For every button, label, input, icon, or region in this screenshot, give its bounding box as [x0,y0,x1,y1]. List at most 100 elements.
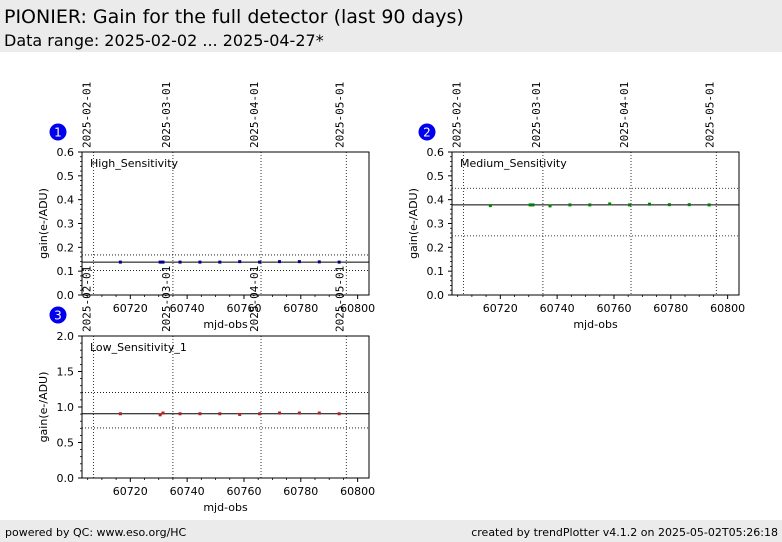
x-tick-label: 60720 [483,302,518,315]
report-footer: powered by QC: www.eso.org/HC created by… [0,520,782,542]
panel-number-badge [418,123,436,141]
y-tick-label: 0.5 [57,170,75,183]
data-point [528,203,532,207]
panel-number-badge [49,306,67,324]
x-tick-label: 60720 [113,302,148,315]
chart-panel-1: 1 2025-02-01 2025-03-01 2025-04-01 2025-05-0… [37,82,375,331]
y-axis-label: gain(e-/ADU) [37,372,50,443]
report-header: PIONIER: Gain for the full detector (las… [0,0,782,52]
y-axis-label: gain(e-/ADU) [37,188,50,259]
data-point [277,411,281,415]
y-tick-label: 0.0 [427,289,445,302]
y-tick-label: 0.0 [57,472,75,485]
data-point [158,260,162,264]
data-point [317,411,321,415]
data-point [297,260,301,264]
data-point [258,260,262,264]
y-tick-label: 0.0 [57,289,75,302]
y-axis-label: gain(e-/ADU) [407,188,420,259]
footer-created-by: created by trendPlotter v4.1.2 on 2025-0… [471,526,778,539]
date-marker-label: 2025-05-01 [333,82,346,148]
y-tick-label: 0.2 [427,241,445,254]
x-axis-label: mjd-obs [203,501,248,514]
y-tick-label: 1.0 [57,401,75,414]
y-tick-label: 0.2 [57,241,75,254]
data-point [158,413,162,417]
data-point [531,203,535,207]
y-tick-label: 0.1 [427,265,445,278]
x-tick-label: 60720 [113,485,148,498]
panel-number-text: 2 [423,126,431,140]
y-tick-label: 0.5 [427,170,445,183]
chart-panel-2: 2 2025-02-01 2025-03-01 2025-04-01 2025-05-0… [407,82,745,331]
data-point [238,412,242,416]
data-point [118,412,122,416]
data-point [588,203,592,207]
x-tick-label: 60780 [283,302,318,315]
x-axis-label: mjd-obs [573,318,618,331]
data-point [647,202,651,206]
panel-title: Low_Sensitivity_1 [90,341,187,354]
x-tick-label: 60740 [540,302,575,315]
data-point [548,204,552,208]
data-point [198,260,202,264]
y-tick-label: 0.4 [57,194,75,207]
data-point [161,260,165,264]
y-tick-label: 0.6 [427,146,445,159]
x-tick-label: 60780 [283,485,318,498]
date-marker-label: 2025-04-01 [248,266,261,332]
x-axis-label: mjd-obs [203,318,248,331]
data-point [258,412,262,416]
y-tick-label: 1.5 [57,366,75,379]
panel-title: Medium_Sensitivity [460,157,567,170]
plot-frame [81,335,370,479]
x-tick-label: 60780 [653,302,688,315]
plot-frame [81,151,370,296]
data-point [218,260,222,264]
data-point [337,260,341,264]
data-point [277,260,281,264]
y-tick-label: 0.3 [57,218,75,231]
x-tick-label: 60760 [226,485,261,498]
x-tick-label: 60740 [170,485,205,498]
y-tick-label: 0.5 [57,437,75,450]
date-marker-label: 2025-03-01 [530,82,543,148]
data-point [628,203,632,207]
chart-panel-3: 3 2025-02-01 2025-03-01 2025-04-01 2025-05-0… [37,266,375,514]
y-tick-label: 0.4 [427,194,445,207]
data-point [568,203,572,207]
page-title: PIONIER: Gain for the full detector (las… [4,6,464,28]
x-tick-label: 60800 [710,302,745,315]
data-point [161,411,165,415]
data-point [317,260,321,264]
panel-number-badge [49,123,67,141]
data-point [238,260,242,264]
x-tick-label: 60740 [170,302,205,315]
panel-number-text: 3 [54,309,62,323]
data-point [198,412,202,416]
date-marker-label: 2025-02-01 [80,266,93,332]
data-point [488,204,492,208]
date-marker-label: 2025-03-01 [160,82,173,148]
date-marker-label: 2025-04-01 [618,82,631,148]
y-tick-label: 2.0 [57,330,75,343]
y-tick-label: 0.3 [427,218,445,231]
data-point [687,203,691,207]
date-marker-label: 2025-03-01 [160,266,173,332]
panel-title: High_Sensitivity [90,157,179,170]
panel-number-text: 1 [54,126,62,140]
footer-powered-by[interactable]: powered by QC: www.eso.org/HC [5,526,187,539]
x-tick-label: 60760 [226,302,261,315]
data-point [337,412,341,416]
y-tick-label: 0.6 [57,146,75,159]
data-point [218,412,222,416]
x-tick-label: 60800 [340,485,375,498]
data-range-subtitle: Data range: 2025-02-02 ... 2025-04-27* [4,31,324,50]
date-marker-label: 2025-02-01 [450,82,463,148]
x-tick-label: 60760 [596,302,631,315]
y-tick-label: 0.1 [57,265,75,278]
date-marker-label: 2025-04-01 [248,82,261,148]
date-marker-label: 2025-02-01 [80,82,93,148]
date-marker-label: 2025-05-01 [703,82,716,148]
